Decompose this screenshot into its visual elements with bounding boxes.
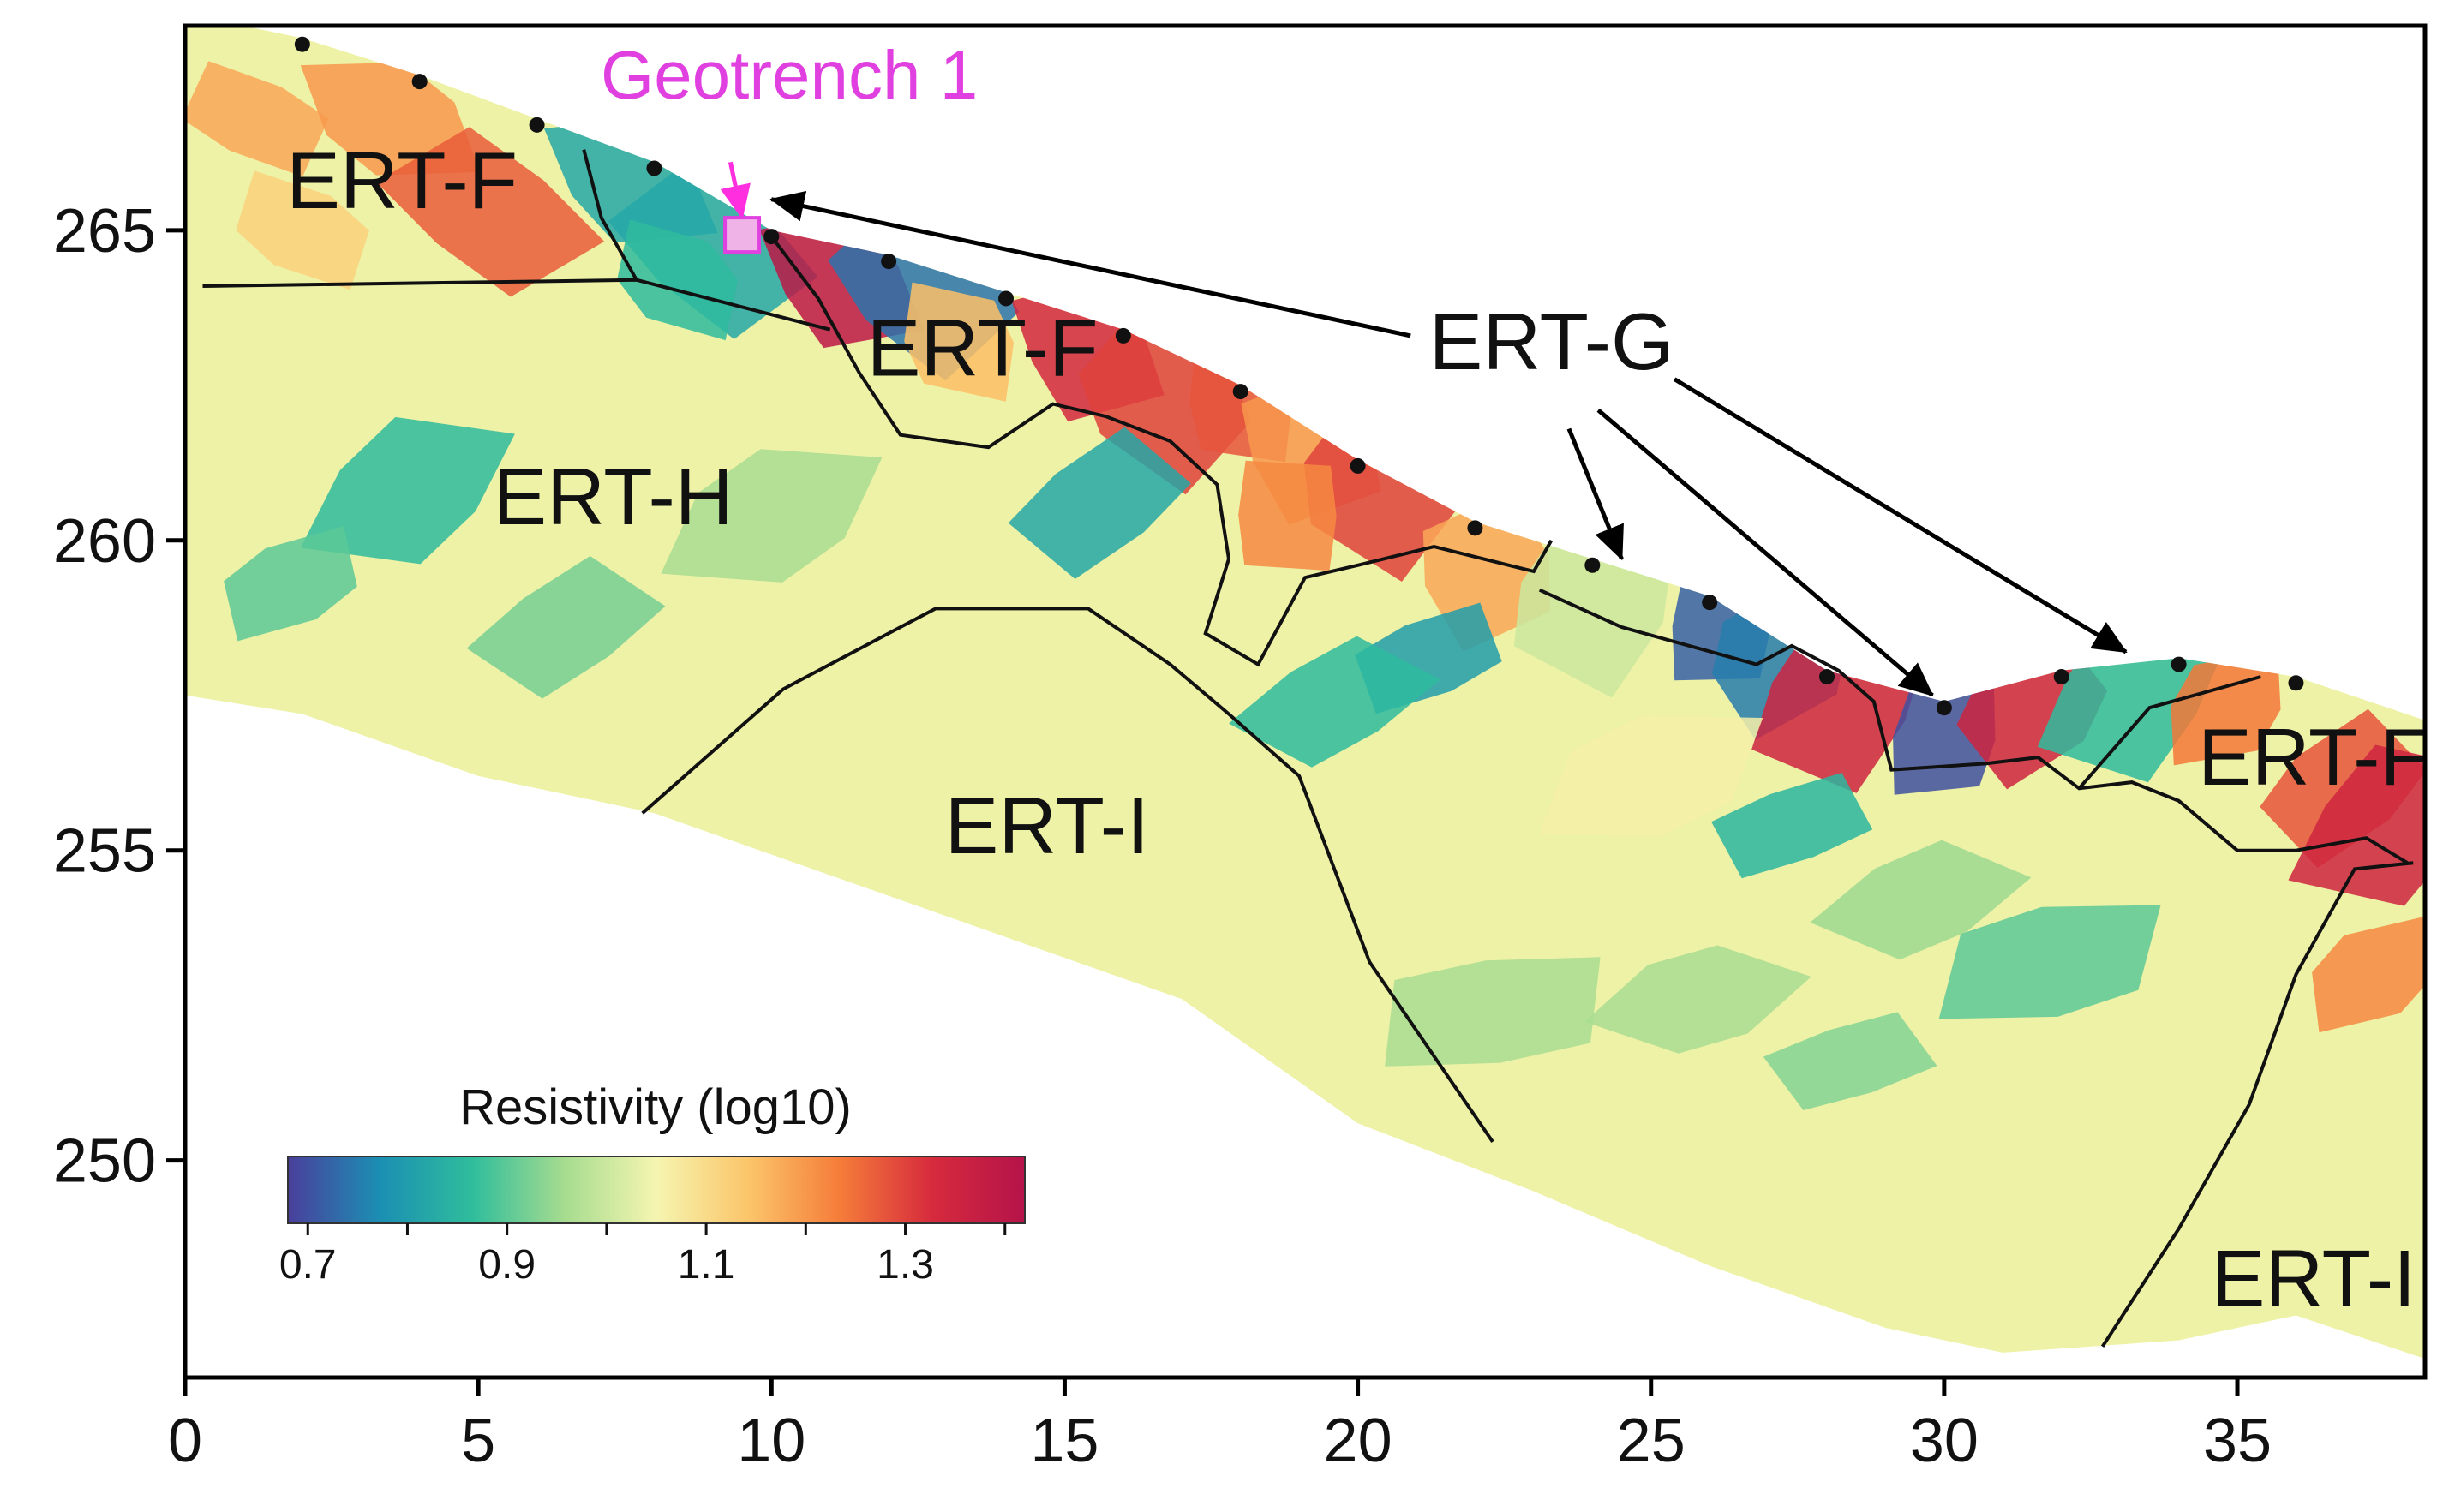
- x-tick-label: 20: [1324, 1407, 1392, 1475]
- electrode-point: [411, 74, 428, 90]
- zone-boundary-line: [769, 235, 1554, 667]
- resistivity-cell: [2288, 744, 2425, 906]
- electrode-point: [1584, 557, 1601, 573]
- resistivity-cell: [236, 170, 369, 290]
- resistivity-cell: [617, 219, 738, 341]
- x-tick-label: 0: [168, 1407, 202, 1475]
- electrodes: [294, 36, 2304, 716]
- resistivity-cell: [300, 416, 515, 565]
- zone-boundary-line: [582, 149, 638, 281]
- zone-boundary-line: [1538, 588, 2409, 864]
- zone-label: ERT-H: [493, 451, 733, 541]
- colorbar-title: Resistivity (log10): [459, 1079, 852, 1135]
- y-tick-label: 265: [53, 197, 156, 266]
- annotation-arrow: [720, 161, 751, 220]
- resistivity-cell: [376, 127, 605, 297]
- resistivity-cell: [466, 556, 666, 699]
- plot-frame: [183, 23, 2428, 1380]
- colorbar-tick-label: 1.3: [877, 1242, 934, 1288]
- electrode-point: [1115, 327, 1131, 344]
- annotation-arrows: [720, 161, 2128, 697]
- zone-boundary-line: [641, 607, 1494, 1144]
- resistivity-cell: [1229, 636, 1440, 768]
- resistivity-cell: [1238, 460, 1337, 571]
- electrode-point: [1232, 384, 1248, 400]
- resistivity-cell: [2312, 916, 2425, 1033]
- zone-label: ERT-G: [1429, 296, 1674, 386]
- electrode-point: [529, 117, 545, 133]
- electrode-point: [1936, 700, 1952, 716]
- electrode-point: [763, 229, 780, 245]
- electrode-point: [2171, 656, 2187, 672]
- x-tick-label: 25: [1617, 1407, 1686, 1475]
- resistivity-cell: [1711, 773, 1873, 879]
- y-tick-label: 260: [53, 507, 156, 576]
- zone-labels: ERT-F ERT-F ERT-F ERT-H ERT-I ERT-I ERT-G: [286, 135, 2429, 1323]
- electrode-point: [1819, 669, 1835, 685]
- colorbar-tick-label: 1.1: [678, 1242, 735, 1288]
- x-tick-label: 5: [461, 1407, 495, 1475]
- colorbar-ticks: 0.7 0.9 1.1 1.3: [279, 1223, 1007, 1288]
- zone-label: ERT-F: [867, 302, 1099, 392]
- zone-boundary-line: [2100, 861, 2414, 1348]
- y-tick-label: 255: [53, 817, 156, 886]
- resistivity-cell: [1539, 715, 1763, 837]
- electrode-point: [998, 290, 1015, 307]
- resistivity-cell: [300, 62, 481, 176]
- zone-label: ERT-F: [286, 135, 518, 225]
- zone-label: ERT-I: [945, 780, 1150, 870]
- resistivity-cell: [661, 449, 883, 583]
- geotrench-marker: Geotrench 1: [601, 37, 978, 254]
- colorbar: Resistivity (log10) 0.7 0.9 1.1 1.3: [279, 1079, 1026, 1288]
- electrode-point: [1350, 457, 1366, 474]
- resistivity-cell: [1763, 1012, 1937, 1110]
- x-axis: 0 5 10 15 20 25 30 35: [168, 1378, 2272, 1475]
- electrode-point: [2288, 675, 2304, 691]
- x-tick-label: 10: [737, 1407, 805, 1475]
- colorbar-bar: [287, 1156, 1026, 1224]
- annotation-arrow: [1596, 408, 1934, 697]
- zone-boundary-line: [2077, 675, 2261, 790]
- resistivity-cell: [1385, 957, 1601, 1067]
- zone-label: ERT-I: [2212, 1233, 2416, 1323]
- colorbar-tick-label: 0.7: [279, 1242, 337, 1288]
- annotation-arrow: [769, 191, 1411, 338]
- x-tick-label: 30: [1910, 1407, 1979, 1475]
- y-axis: 250 255 260 265: [53, 197, 185, 1196]
- annotation-arrow: [1673, 377, 2128, 654]
- geotrench-label: Geotrench 1: [601, 37, 978, 113]
- y-tick-label: 250: [53, 1127, 156, 1196]
- zone-boundaries: [202, 149, 2414, 1348]
- resistivity-cell: [1584, 945, 1811, 1054]
- resistivity-cell: [1008, 427, 1191, 579]
- resistivity-cell: [224, 526, 357, 642]
- electrode-point: [294, 36, 310, 52]
- colorbar-tick-label: 0.9: [478, 1242, 536, 1288]
- electrode-point: [2053, 669, 2069, 685]
- resistivity-cell: [185, 61, 329, 177]
- electrode-point: [1702, 595, 1718, 611]
- resistivity-cell: [1938, 905, 2161, 1019]
- annotation-arrow: [1566, 427, 1624, 561]
- x-tick-label: 35: [2203, 1407, 2272, 1475]
- electrode-point: [1467, 520, 1483, 536]
- resistivity-cell: [904, 282, 1014, 402]
- resistivity-cell: [1810, 840, 2032, 960]
- geotrench-box: [723, 216, 762, 254]
- electrode-point: [646, 160, 662, 176]
- x-tick-label: 15: [1030, 1407, 1099, 1475]
- electrode-point: [881, 254, 897, 270]
- zone-label: ERT-F: [2198, 712, 2429, 802]
